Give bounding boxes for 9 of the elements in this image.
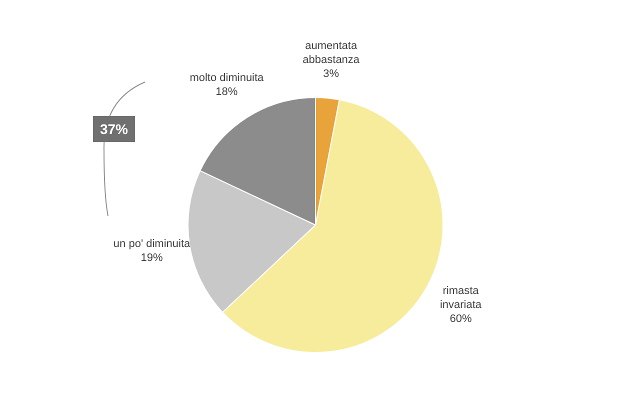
data-label: 60% bbox=[450, 312, 472, 325]
data-label: 3% bbox=[323, 68, 340, 80]
slice-label: rimasta invariata bbox=[440, 284, 482, 311]
slice-label: aumentata abbastanza bbox=[302, 40, 360, 66]
text: 37% bbox=[93, 116, 135, 142]
slice-label: un po' diminuita bbox=[113, 238, 192, 250]
data-label: 19% bbox=[140, 252, 164, 264]
data-label: 18% bbox=[216, 86, 238, 98]
slice-label: molto diminuita bbox=[190, 72, 265, 84]
